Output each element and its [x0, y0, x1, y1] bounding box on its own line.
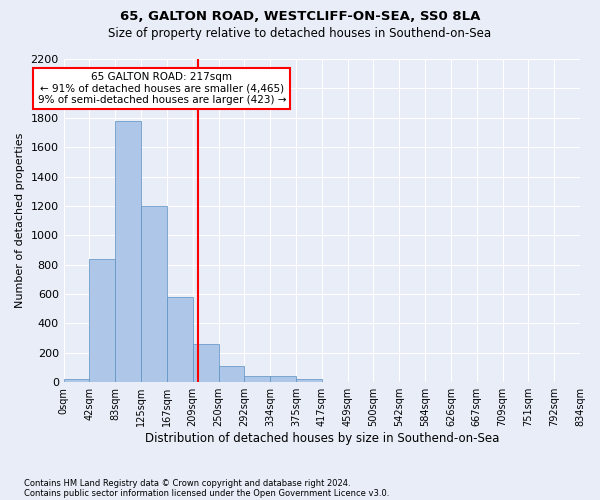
Text: Contains HM Land Registry data © Crown copyright and database right 2024.: Contains HM Land Registry data © Crown c… [24, 478, 350, 488]
Text: 65 GALTON ROAD: 217sqm
← 91% of detached houses are smaller (4,465)
9% of semi-d: 65 GALTON ROAD: 217sqm ← 91% of detached… [38, 72, 286, 105]
X-axis label: Distribution of detached houses by size in Southend-on-Sea: Distribution of detached houses by size … [145, 432, 499, 445]
Bar [115, 120, 141, 382]
Y-axis label: Number of detached properties: Number of detached properties [15, 133, 25, 308]
Bar [244, 376, 270, 382]
Bar [167, 297, 193, 382]
Bar [270, 376, 296, 382]
Text: 65, GALTON ROAD, WESTCLIFF-ON-SEA, SS0 8LA: 65, GALTON ROAD, WESTCLIFF-ON-SEA, SS0 8… [120, 10, 480, 23]
Bar [296, 378, 322, 382]
Bar [141, 206, 167, 382]
Bar [89, 259, 115, 382]
Bar [64, 380, 89, 382]
Text: Size of property relative to detached houses in Southend-on-Sea: Size of property relative to detached ho… [109, 28, 491, 40]
Bar [193, 344, 218, 382]
Bar [218, 366, 244, 382]
Text: Contains public sector information licensed under the Open Government Licence v3: Contains public sector information licen… [24, 488, 389, 498]
